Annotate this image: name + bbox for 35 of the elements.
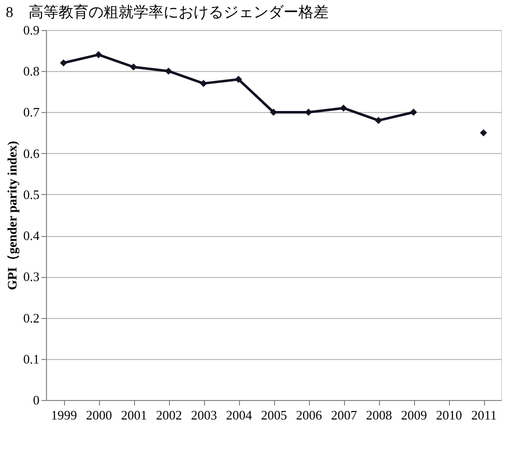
x-tick-label: 2002	[156, 408, 182, 422]
point	[374, 116, 382, 124]
y-tick-label: 0.3	[23, 269, 40, 284]
y-tick-label: 0.1	[23, 351, 40, 366]
x-tick-label: 2010	[436, 408, 462, 422]
x-tick-label: 2000	[86, 408, 112, 422]
x-tick-label: 2001	[121, 408, 147, 422]
point	[410, 108, 418, 116]
x-tick-label: 2005	[261, 408, 287, 422]
x-tick-label: 2008	[366, 408, 392, 422]
point	[480, 129, 488, 136]
y-tick-label: 0.9	[23, 22, 40, 38]
x-tick-label: 2003	[191, 408, 217, 422]
point	[234, 76, 242, 83]
point	[200, 80, 208, 87]
x-tick-label: 2004	[226, 408, 252, 422]
x-tick-label: 2006	[296, 408, 322, 422]
point	[130, 63, 138, 71]
x-tick-label: 2011	[471, 408, 497, 422]
x-tick-label: 2007	[331, 408, 358, 422]
y-tick-label: 0.2	[23, 310, 40, 326]
y-tick-label: 0.7	[23, 104, 40, 120]
chart-title: 8 高等教育の粗就学率におけるジェンダー格差	[6, 4, 328, 21]
y-tick-label: 0.8	[23, 64, 40, 79]
y-tick-label: 0	[33, 392, 40, 408]
point	[340, 104, 348, 112]
point	[164, 68, 172, 75]
y-axis-title: GPI（gender parity index)	[4, 140, 20, 290]
x-tick-label: 2009	[401, 408, 427, 422]
y-tick-label: 0.4	[23, 228, 40, 244]
point	[94, 51, 102, 58]
y-tick-label: 0.6	[23, 146, 40, 161]
y-tick-label: 0.5	[23, 186, 40, 202]
x-tick-label: 1999	[51, 408, 77, 422]
point	[60, 59, 68, 66]
